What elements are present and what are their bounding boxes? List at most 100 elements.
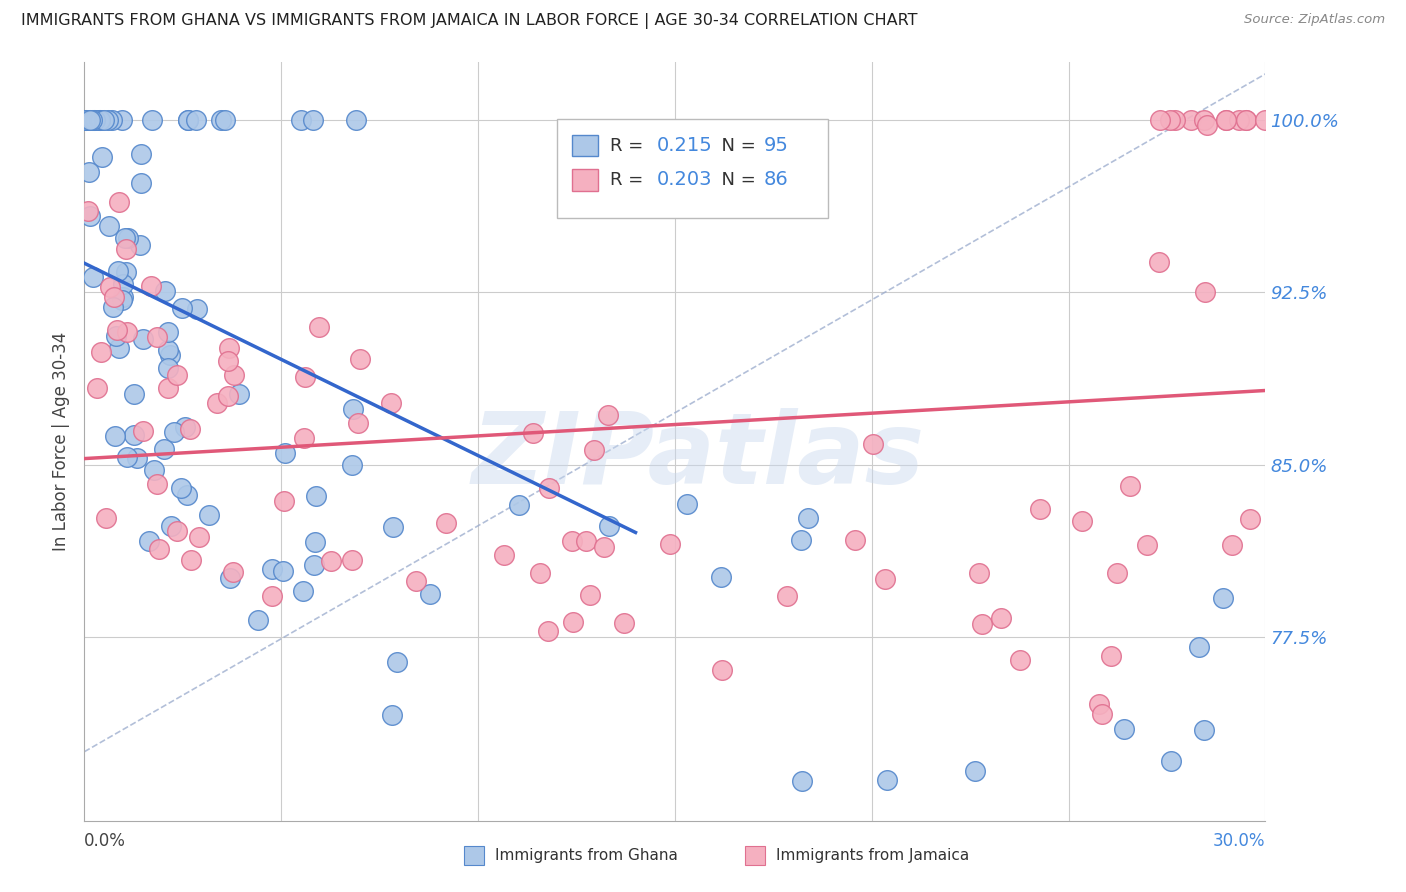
Point — [1195, 118, 1218, 132]
Point — [228, 386, 250, 401]
Point — [153, 442, 176, 456]
Point — [219, 570, 242, 584]
Point — [294, 369, 316, 384]
Point — [1147, 255, 1170, 269]
Point — [598, 519, 620, 533]
Point — [990, 611, 1012, 625]
Point — [387, 655, 409, 669]
Point — [75, 112, 97, 127]
Point — [177, 112, 200, 127]
Point — [1107, 566, 1129, 581]
Point — [77, 165, 100, 179]
Point — [1119, 478, 1142, 492]
Point — [1254, 112, 1277, 127]
Point — [1149, 112, 1171, 127]
Point — [592, 541, 614, 555]
FancyBboxPatch shape — [557, 120, 828, 218]
Point — [222, 368, 245, 383]
Point — [180, 553, 202, 567]
Point — [380, 707, 402, 722]
Point — [1160, 754, 1182, 768]
Bar — [572, 169, 598, 191]
Point — [1180, 112, 1202, 127]
Point — [83, 112, 105, 127]
Point — [209, 112, 232, 127]
Point — [710, 663, 733, 677]
Point — [129, 176, 152, 190]
Point — [112, 277, 135, 291]
Point — [844, 533, 866, 547]
Point — [132, 424, 155, 438]
Point — [75, 112, 97, 127]
Point — [122, 387, 145, 401]
Point — [139, 279, 162, 293]
Text: IMMIGRANTS FROM GHANA VS IMMIGRANTS FROM JAMAICA IN LABOR FORCE | AGE 30-34 CORR: IMMIGRANTS FROM GHANA VS IMMIGRANTS FROM… — [21, 13, 918, 29]
Point — [405, 574, 427, 588]
Point — [103, 290, 125, 304]
Point — [290, 112, 312, 127]
Point — [155, 284, 177, 298]
Point — [796, 511, 818, 525]
Point — [124, 427, 146, 442]
Point — [419, 587, 441, 601]
Point — [1188, 640, 1211, 654]
Point — [111, 290, 134, 304]
Bar — [745, 846, 765, 865]
Point — [562, 615, 585, 629]
Point — [967, 566, 990, 580]
Point — [101, 300, 124, 314]
Text: Immigrants from Ghana: Immigrants from Ghana — [495, 848, 678, 863]
Point — [86, 380, 108, 394]
Bar — [464, 846, 484, 865]
Point — [676, 497, 699, 511]
Point — [575, 534, 598, 549]
Point — [89, 112, 111, 127]
Point — [308, 320, 330, 334]
Point — [108, 195, 131, 210]
Point — [538, 481, 561, 495]
Point — [1087, 697, 1109, 711]
Point — [349, 352, 371, 367]
Point — [143, 463, 166, 477]
Point — [114, 242, 136, 256]
Point — [77, 203, 100, 218]
Point — [82, 269, 104, 284]
Point — [163, 425, 186, 439]
Text: ZIPatlas: ZIPatlas — [472, 409, 925, 505]
Point — [79, 209, 101, 223]
Point — [101, 112, 124, 127]
Text: R =: R = — [610, 136, 650, 155]
Point — [522, 425, 544, 440]
Point — [98, 219, 121, 233]
Point — [166, 524, 188, 538]
Point — [561, 534, 583, 549]
Point — [1010, 652, 1032, 666]
Point — [1212, 591, 1234, 605]
Point — [87, 112, 110, 127]
Point — [579, 588, 602, 602]
Point — [1215, 112, 1237, 127]
Point — [1136, 538, 1159, 552]
Point — [157, 381, 180, 395]
Point — [340, 458, 363, 473]
Text: R =: R = — [610, 171, 650, 189]
Point — [117, 231, 139, 245]
Point — [217, 389, 239, 403]
Point — [115, 450, 138, 464]
Point — [537, 624, 560, 638]
Point — [107, 341, 129, 355]
Point — [347, 416, 370, 430]
Point — [710, 570, 733, 584]
Point — [115, 325, 138, 339]
Point — [790, 774, 813, 789]
Point — [1239, 512, 1261, 526]
Text: Source: ZipAtlas.com: Source: ZipAtlas.com — [1244, 13, 1385, 27]
Point — [583, 442, 606, 457]
Point — [148, 542, 170, 557]
Point — [862, 437, 884, 451]
Point — [319, 554, 342, 568]
Text: 30.0%: 30.0% — [1213, 832, 1265, 850]
Point — [434, 516, 457, 530]
Text: N =: N = — [710, 136, 762, 155]
Point — [114, 231, 136, 245]
